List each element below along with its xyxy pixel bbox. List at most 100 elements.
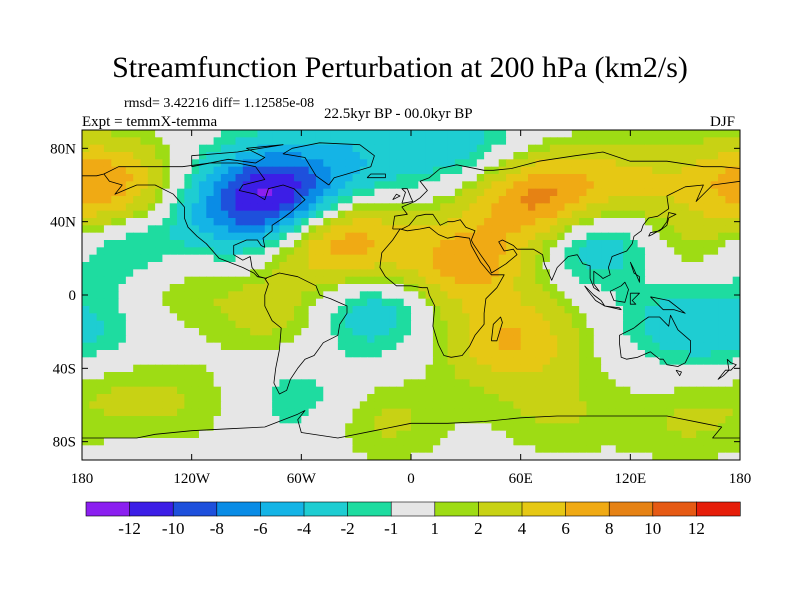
field-cell [125, 342, 134, 351]
field-cell [381, 225, 390, 234]
field-cell [513, 445, 522, 454]
field-cell [352, 394, 361, 402]
field-cell [396, 218, 405, 226]
field-cell [279, 401, 288, 410]
field-cell [228, 144, 237, 153]
field-cell [454, 188, 463, 197]
field-cell [732, 276, 740, 285]
field-cell [257, 452, 266, 460]
field-cell [491, 232, 500, 241]
field-cell [418, 276, 427, 285]
field-cell [491, 298, 500, 307]
field-cell [484, 159, 493, 168]
field-cell [82, 262, 90, 270]
field-cell [213, 452, 222, 460]
field-cell [118, 174, 127, 182]
field-cell [96, 269, 105, 278]
field-cell [133, 284, 142, 292]
field-cell [235, 166, 244, 175]
field-cell [228, 196, 237, 204]
field-cell [337, 423, 346, 432]
field-cell [476, 364, 485, 373]
field-cell [527, 342, 536, 351]
field-cell [732, 240, 740, 248]
field-cell [491, 423, 500, 432]
field-cell [644, 357, 653, 366]
field-cell [228, 247, 237, 256]
field-cell [323, 408, 332, 417]
field-cell [162, 430, 171, 439]
field-cell [125, 394, 134, 402]
field-cell [315, 364, 324, 373]
field-cell [652, 232, 661, 241]
field-cell [710, 254, 719, 263]
field-cell [725, 291, 734, 300]
field-cell [411, 254, 419, 263]
field-cell [352, 196, 361, 204]
field-cell [593, 159, 602, 168]
field-cell [206, 130, 215, 138]
field-cell [337, 276, 346, 285]
field-cell [432, 408, 441, 417]
field-cell [206, 335, 215, 344]
field-cell [301, 166, 310, 175]
field-cell [82, 408, 90, 417]
field-cell [549, 313, 558, 322]
field-cell [549, 284, 558, 292]
field-cell [447, 335, 456, 344]
field-cell [623, 320, 631, 329]
field-cell [286, 225, 295, 234]
field-cell [147, 423, 156, 432]
field-cell [666, 152, 675, 160]
field-cell [571, 225, 580, 234]
field-cell [666, 144, 675, 153]
field-cell [374, 335, 383, 344]
field-cell [396, 152, 405, 160]
field-cell [725, 364, 734, 373]
field-cell [644, 306, 653, 314]
field-cell [608, 320, 617, 329]
field-cell [513, 203, 522, 212]
colorbar-swatch [434, 501, 479, 517]
field-cell [264, 386, 273, 395]
field-cell [549, 159, 558, 168]
field-cell [432, 159, 441, 168]
field-cell [725, 335, 734, 344]
field-cell [330, 218, 339, 226]
field-cell [644, 203, 653, 212]
field-cell [294, 394, 302, 402]
field-cell [652, 218, 661, 226]
field-cell [593, 328, 602, 336]
field-cell [476, 452, 485, 460]
field-cell [257, 416, 266, 424]
field-cell [586, 174, 595, 182]
field-cell [330, 269, 339, 278]
field-cell [367, 386, 376, 395]
field-cell [352, 386, 361, 395]
field-cell [308, 240, 317, 248]
field-cell [644, 430, 653, 439]
field-cell [527, 423, 536, 432]
field-cell [418, 240, 427, 248]
field-cell [732, 196, 740, 204]
field-cell [564, 438, 573, 446]
field-cell [264, 379, 273, 388]
field-cell [125, 203, 134, 212]
field-cell [644, 401, 653, 410]
field-cell [564, 379, 573, 388]
field-cell [681, 335, 690, 344]
field-cell [381, 269, 390, 278]
field-cell [147, 394, 156, 402]
field-cell [411, 247, 419, 256]
field-cell [162, 320, 171, 329]
field-cell [535, 144, 544, 153]
field-cell [454, 262, 463, 270]
field-cell [527, 130, 536, 138]
field-cell [608, 452, 617, 460]
field-cell [498, 240, 507, 248]
field-cell [89, 416, 98, 424]
field-cell [710, 335, 719, 344]
field-cell [169, 430, 178, 439]
field-cell [659, 342, 668, 351]
field-cell [294, 181, 302, 190]
